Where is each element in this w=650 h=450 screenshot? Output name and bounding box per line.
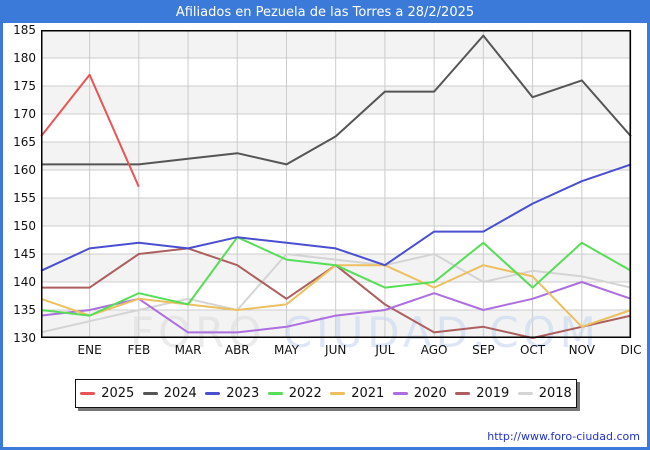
legend-swatch-2020 — [392, 392, 408, 395]
x-axis-label-ABR: ABR — [224, 343, 250, 357]
x-axis-label-FEB: FEB — [127, 343, 151, 357]
x-axis-label-MAY: MAY — [273, 343, 299, 357]
x-axis-label-MAR: MAR — [174, 343, 202, 357]
x-axis-label-JUL: JUL — [375, 343, 395, 357]
legend-item-2023: 2023 — [205, 386, 259, 401]
y-axis-label-135: 135 — [13, 303, 36, 317]
chart-canvas: FORO CIUDAD.COM — [40, 30, 632, 357]
series-line-2023 — [40, 163, 632, 272]
legend-label-2020: 2020 — [413, 386, 447, 401]
legend-label-2019: 2019 — [476, 386, 510, 401]
y-axis-label-160: 160 — [13, 163, 36, 177]
legend-swatch-2023 — [205, 392, 221, 395]
y-axis-label-155: 155 — [13, 191, 36, 205]
legend-label-2023: 2023 — [226, 386, 260, 401]
y-axis-label-145: 145 — [13, 247, 36, 261]
x-axis-label-DIC: DIC — [620, 343, 642, 357]
legend-item-2021: 2021 — [330, 386, 384, 401]
series-line-2024 — [41, 34, 632, 166]
chart-title: Afiliados en Pezuela de las Torres a 28/… — [3, 3, 647, 23]
y-axis-label-130: 130 — [13, 331, 36, 345]
y-axis-label-175: 175 — [13, 79, 36, 93]
series-line-2025 — [40, 73, 140, 188]
legend-label-2025: 2025 — [101, 386, 135, 401]
x-axis-label-SEP: SEP — [472, 343, 495, 357]
legend-item-2022: 2022 — [267, 386, 322, 401]
legend-swatch-2025 — [80, 392, 96, 395]
legend-item-2024: 2024 — [142, 386, 197, 401]
legend-swatch-2024 — [142, 392, 158, 395]
legend-item-2025: 2025 — [80, 386, 134, 401]
footer-url-link[interactable]: http://www.foro-ciudad.com — [487, 430, 640, 443]
legend-swatch-2021 — [330, 392, 346, 395]
legend-item-2018: 2018 — [517, 386, 572, 401]
y-axis-label-140: 140 — [13, 275, 36, 289]
legend-item-2020: 2020 — [392, 386, 447, 401]
legend-label-2022: 2022 — [288, 386, 322, 401]
legend-label-2018: 2018 — [538, 386, 572, 401]
x-axis-label-ENE: ENE — [77, 343, 102, 357]
legend-item-2019: 2019 — [455, 386, 509, 401]
series-line-2018 — [40, 253, 632, 334]
x-axis-label-OCT: OCT — [519, 343, 546, 357]
legend-swatch-2022 — [267, 392, 283, 395]
y-axis-label-170: 170 — [13, 107, 36, 121]
x-axis-label-NOV: NOV — [568, 343, 595, 357]
legend: 2025 2024 2023 2022 2021 2020 2019 2018 — [75, 379, 577, 408]
legend-label-2024: 2024 — [163, 386, 197, 401]
y-axis-label-150: 150 — [13, 219, 36, 233]
y-axis-label-180: 180 — [13, 51, 36, 65]
legend-swatch-2019 — [455, 392, 471, 395]
series-line-2022 — [40, 236, 632, 317]
legend-swatch-2018 — [517, 392, 533, 395]
x-axis-label-AGO: AGO — [420, 343, 448, 357]
legend-label-2021: 2021 — [351, 386, 385, 401]
x-axis-label-JUN: JUN — [325, 343, 347, 357]
plot-area: FORO CIUDAD.COM — [40, 30, 632, 357]
y-axis-label-185: 185 — [13, 23, 36, 37]
y-axis-label-165: 165 — [13, 135, 36, 149]
